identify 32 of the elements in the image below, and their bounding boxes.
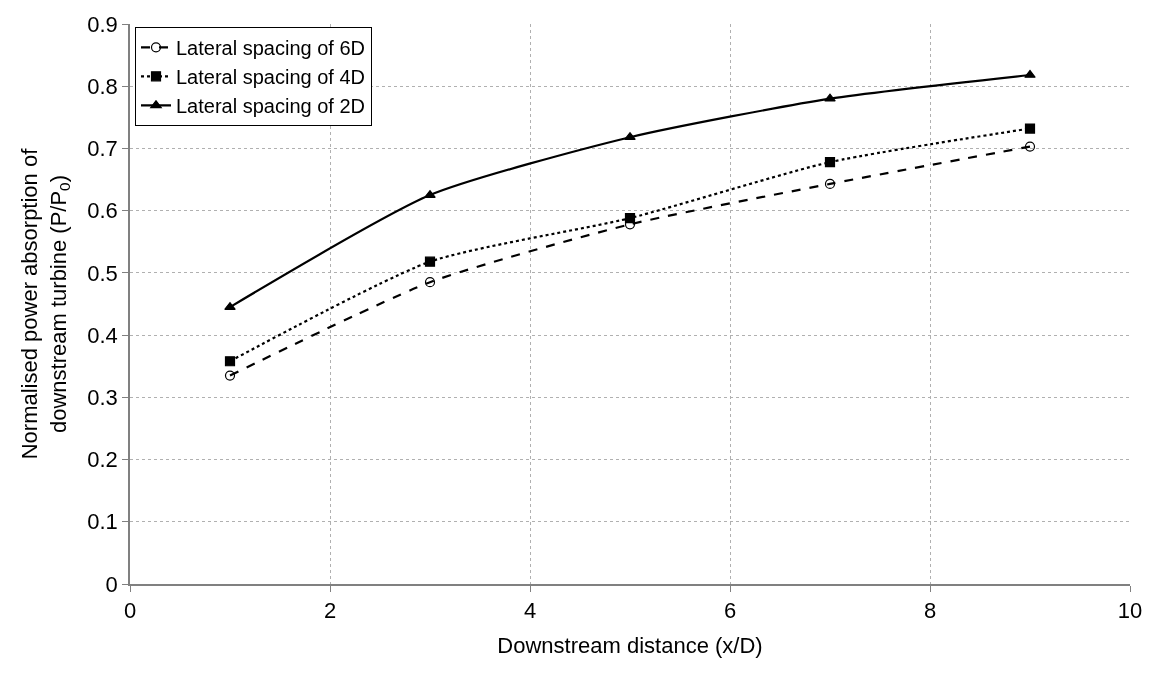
x-tick-label: 2 bbox=[323, 598, 337, 624]
legend-label: Lateral spacing of 4D bbox=[176, 66, 366, 89]
point bbox=[1024, 141, 1036, 152]
y-tick-label: 0.7 bbox=[87, 136, 118, 162]
y-tick-label: 0.3 bbox=[87, 385, 118, 411]
y-tick-label: 0.1 bbox=[87, 509, 118, 535]
y-tick-label: 0 bbox=[105, 571, 118, 597]
point bbox=[224, 356, 236, 367]
y-tick-label: 0.8 bbox=[87, 73, 118, 99]
x-axis-title: Downstream distance (x/D) bbox=[497, 632, 763, 658]
legend-label: Lateral spacing of 6D bbox=[176, 37, 366, 60]
point bbox=[1024, 69, 1036, 78]
point bbox=[824, 157, 836, 168]
point bbox=[824, 178, 836, 190]
point bbox=[424, 277, 436, 288]
x-tick-label: 4 bbox=[523, 598, 537, 624]
x-tick-label: 0 bbox=[123, 598, 137, 624]
point bbox=[424, 256, 436, 267]
y-tick-label: 0.5 bbox=[87, 260, 118, 286]
legend-label: Lateral spacing of 2D bbox=[176, 95, 366, 118]
point bbox=[824, 93, 836, 102]
x-tick-label: 6 bbox=[723, 598, 737, 624]
y-tick-label: 0.9 bbox=[87, 11, 118, 37]
x-tick-label: 8 bbox=[923, 598, 937, 624]
point bbox=[1024, 123, 1036, 134]
x-tick-label: 10 bbox=[1117, 598, 1143, 624]
y-tick-label: 0.2 bbox=[87, 447, 118, 473]
point bbox=[224, 370, 236, 381]
y-tick-label: 0.4 bbox=[87, 322, 118, 348]
y-tick-label: 0.6 bbox=[87, 198, 118, 224]
point bbox=[624, 132, 636, 141]
point bbox=[624, 213, 636, 224]
